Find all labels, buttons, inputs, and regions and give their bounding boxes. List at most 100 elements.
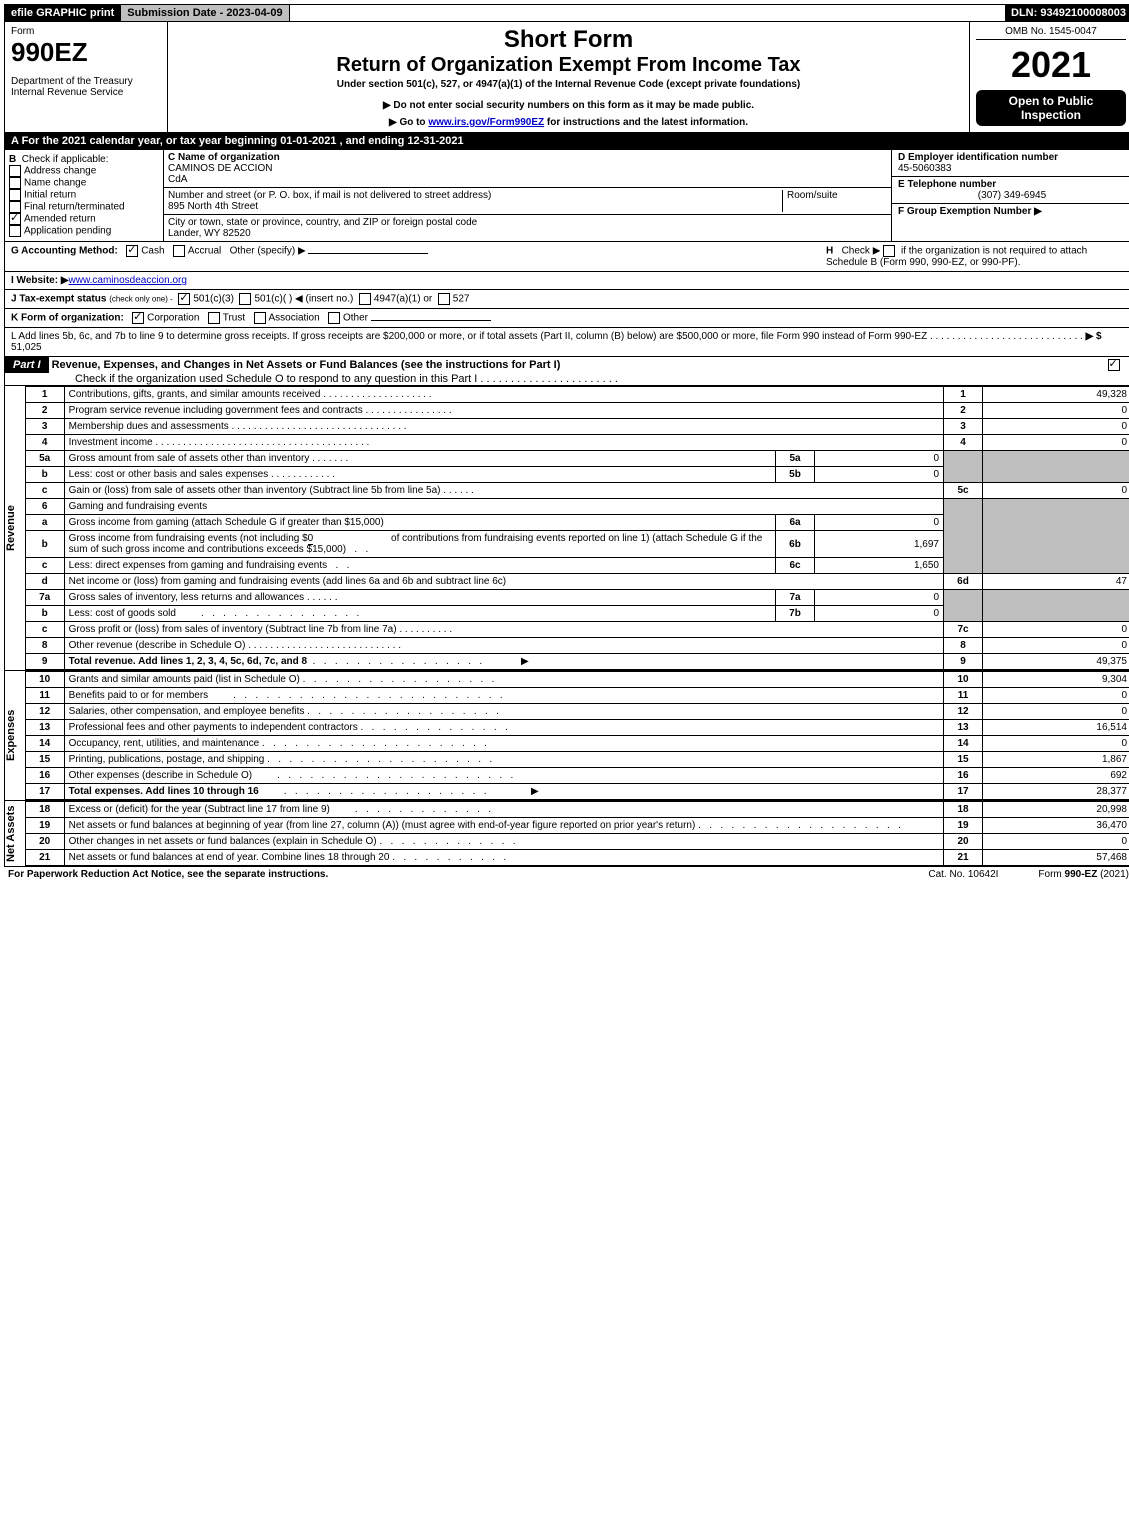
l-text: L Add lines 5b, 6c, and 7b to line 9 to … [11, 331, 927, 342]
line-14: 14Occupancy, rent, utilities, and mainte… [25, 736, 1129, 752]
phone-label: E Telephone number [898, 179, 996, 190]
j-note: (check only one) - [109, 295, 173, 304]
501c3-label: 501(c)(3) [193, 294, 234, 305]
b-label: B [9, 154, 16, 165]
amended-return-label: Amended return [24, 214, 96, 225]
netassets-vlabel: Net Assets [5, 801, 25, 866]
section-c: C Name of organization CAMINOS DE ACCION… [164, 150, 891, 241]
ein-block: D Employer identification number 45-5060… [892, 150, 1129, 177]
app-pending-label: Application pending [24, 226, 111, 237]
addr-change-label: Address change [24, 166, 96, 177]
line-8: 8Other revenue (describe in Schedule O) … [25, 638, 1129, 654]
line-9: 9Total revenue. Add lines 1, 2, 3, 4, 5c… [25, 654, 1129, 670]
line-15: 15Printing, publications, postage, and s… [25, 752, 1129, 768]
line-4: 4Investment income . . . . . . . . . . .… [25, 435, 1129, 451]
527-label: 527 [453, 294, 470, 305]
page-footer: For Paperwork Reduction Act Notice, see … [4, 867, 1129, 882]
ein-label: D Employer identification number [898, 152, 1058, 163]
org-name: CAMINOS DE ACCION [168, 163, 272, 174]
527-checkbox[interactable] [438, 293, 450, 305]
main-title: Return of Organization Exempt From Incom… [172, 54, 965, 77]
part1-check-text: Check if the organization used Schedule … [5, 373, 477, 385]
city-state-zip: Lander, WY 82520 [168, 228, 251, 239]
app-pending-checkbox[interactable] [9, 225, 21, 237]
other-org-label: Other [343, 313, 368, 324]
line-7c: cGross profit or (loss) from sales of in… [25, 622, 1129, 638]
goto-link[interactable]: www.irs.gov/Form990EZ [428, 117, 544, 128]
cash-label: Cash [141, 246, 164, 257]
efile-label[interactable]: efile GRAPHIC print [5, 5, 121, 21]
initial-return-label: Initial return [24, 190, 76, 201]
group-exemption-block: F Group Exemption Number ▶ [892, 204, 1129, 219]
expenses-section: Expenses 10Grants and similar amounts pa… [4, 671, 1129, 801]
dln-label: DLN: 93492100008003 [1005, 5, 1129, 21]
4947-checkbox[interactable] [359, 293, 371, 305]
501c-label: 501(c)( ) ◀ (insert no.) [254, 294, 353, 305]
section-b: B Check if applicable: Address change Na… [5, 150, 164, 241]
open-to-public: Open to Public Inspection [976, 90, 1126, 126]
line-3: 3Membership dues and assessments . . . .… [25, 419, 1129, 435]
schedule-o-checkbox[interactable] [1108, 359, 1120, 371]
initial-return-checkbox[interactable] [9, 189, 21, 201]
under-section: Under section 501(c), 527, or 4947(a)(1)… [172, 79, 965, 90]
line-18: 18Excess or (deficit) for the year (Subt… [25, 802, 1129, 818]
netassets-section: Net Assets 18Excess or (deficit) for the… [4, 801, 1129, 867]
line-17: 17Total expenses. Add lines 10 through 1… [25, 784, 1129, 800]
header-left: Form 990EZ Department of the Treasury In… [5, 22, 168, 132]
assoc-label: Association [269, 313, 320, 324]
line-7a: 7aGross sales of inventory, less returns… [25, 590, 1129, 606]
line-13: 13Professional fees and other payments t… [25, 720, 1129, 736]
schedule-b-checkbox[interactable] [883, 245, 895, 257]
section-d-e-f: D Employer identification number 45-5060… [891, 150, 1129, 241]
g-label: G Accounting Method: [11, 246, 118, 257]
other-method-input[interactable] [308, 253, 428, 254]
line-5a: 5aGross amount from sale of assets other… [25, 451, 1129, 467]
goto-suffix: for instructions and the latest informat… [544, 117, 748, 128]
line-19: 19Net assets or fund balances at beginni… [25, 818, 1129, 834]
submission-date: Submission Date - 2023-04-09 [121, 5, 289, 21]
501c-checkbox[interactable] [239, 293, 251, 305]
group-exemption-label: F Group Exemption Number ▶ [898, 206, 1042, 217]
form-number: 990EZ [11, 37, 161, 68]
top-bar: efile GRAPHIC print Submission Date - 20… [4, 4, 1129, 22]
city-label: City or town, state or province, country… [168, 217, 477, 228]
other-org-input[interactable] [371, 320, 491, 321]
info-grid: B Check if applicable: Address change Na… [4, 150, 1129, 242]
j-label: J Tax-exempt status [11, 294, 106, 305]
ein-value: 45-5060383 [898, 163, 951, 174]
org-name2: CdA [168, 174, 187, 185]
form-header: Form 990EZ Department of the Treasury In… [4, 22, 1129, 133]
line-12: 12Salaries, other compensation, and empl… [25, 704, 1129, 720]
amended-return-checkbox[interactable] [9, 213, 21, 225]
accrual-label: Accrual [188, 246, 221, 257]
gross-receipts-amount: 51,025 [11, 342, 42, 353]
name-change-checkbox[interactable] [9, 177, 21, 189]
addr-row: Number and street (or P. O. box, if mail… [164, 188, 891, 215]
dept-label: Department of the Treasury [11, 76, 161, 87]
c-name-label: C Name of organization [168, 152, 280, 163]
other-org-checkbox[interactable] [328, 312, 340, 324]
ssn-warning: ▶ Do not enter social security numbers o… [172, 100, 965, 111]
row-a-taxyear: A For the 2021 calendar year, or tax yea… [4, 133, 1129, 150]
501c3-checkbox[interactable] [178, 293, 190, 305]
trust-checkbox[interactable] [208, 312, 220, 324]
header-center: Short Form Return of Organization Exempt… [168, 22, 969, 132]
line-6: 6Gaming and fundraising events [25, 499, 1129, 515]
corp-checkbox[interactable] [132, 312, 144, 324]
line-10: 10Grants and similar amounts paid (list … [25, 672, 1129, 688]
4947-label: 4947(a)(1) or [374, 294, 432, 305]
accrual-checkbox[interactable] [173, 245, 185, 257]
l-arrow: ▶ $ [1086, 331, 1102, 342]
footer-left: For Paperwork Reduction Act Notice, see … [8, 869, 328, 880]
website-link[interactable]: www.caminosdeaccion.org [69, 275, 187, 286]
footer-form: Form 990-EZ (2021) [1038, 869, 1129, 880]
line-21: 21Net assets or fund balances at end of … [25, 850, 1129, 866]
omb-number: OMB No. 1545-0047 [976, 26, 1126, 40]
cash-checkbox[interactable] [126, 245, 138, 257]
assoc-checkbox[interactable] [254, 312, 266, 324]
line-16: 16Other expenses (describe in Schedule O… [25, 768, 1129, 784]
other-method-label: Other (specify) ▶ [230, 246, 306, 257]
line-11: 11Benefits paid to or for members . . . … [25, 688, 1129, 704]
corp-label: Corporation [147, 313, 199, 324]
addr-change-checkbox[interactable] [9, 165, 21, 177]
